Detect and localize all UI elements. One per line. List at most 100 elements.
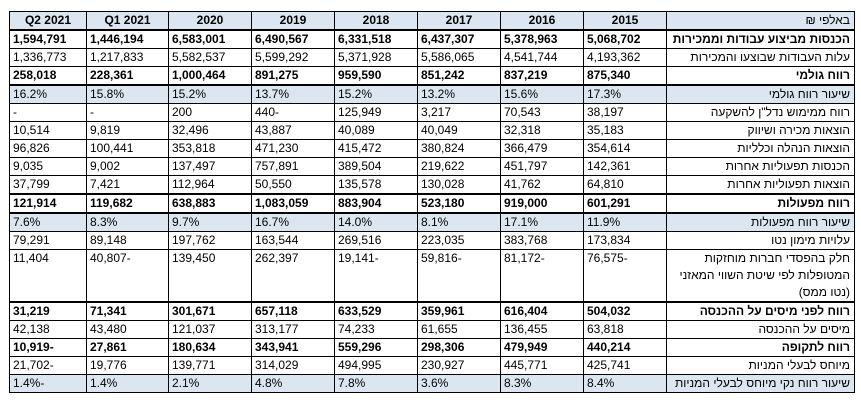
table-cell: 1,000,464 xyxy=(168,66,252,86)
row-label: רווח ממימוש נדל"ן להשקעה xyxy=(666,103,855,122)
table-cell: 919,000 xyxy=(500,193,584,214)
table-cell: 50,550 xyxy=(251,175,335,195)
row-label: הוצאות הנהלה וכלליות xyxy=(666,139,855,158)
table-cell: 200 xyxy=(168,103,252,122)
year-header: 2018 xyxy=(334,11,418,31)
table-row: מיוחס לבעלי המניות 425,741 445,771 230,927 4… xyxy=(9,356,855,375)
table-cell: 633,529 xyxy=(334,301,418,321)
row-label: רווח מפעולות xyxy=(666,193,855,214)
row-label: רווח גולמי xyxy=(666,66,855,86)
table-cell: 380,824 xyxy=(417,139,501,158)
table-cell: 64,810 xyxy=(583,175,667,195)
table-row: מיסים על ההכנסה 63,818 136,455 61,655 74,233… xyxy=(9,320,855,339)
row-label: הוצאות מכירה ושיווק xyxy=(666,121,855,140)
row-label: שיעור רווח מפעולות xyxy=(666,212,855,232)
table-row: עלות העבודות שבוצעו והמכירות 4,193,362 4,5… xyxy=(9,48,855,67)
table-row: רווח ממימוש נדל"ן להשקעה 38,197 70,543 3,21… xyxy=(9,103,855,122)
table-row: הוצאות הנהלה וכלליות 354,614 366,479 380,82… xyxy=(9,139,855,158)
table-cell: 1,336,773 xyxy=(9,48,87,67)
table-cell: 5,378,963 xyxy=(500,29,584,49)
table-cell: 494,995 xyxy=(334,356,418,375)
table-cell: 9,819 xyxy=(86,121,169,140)
table-cell: 119,682 xyxy=(86,193,169,214)
table-cell: 6,331,518 xyxy=(334,29,418,49)
table-cell: 366,479 xyxy=(500,139,584,158)
table-row: הוצאות מכירה ושיווק 35,183 32,318 40,049 40,… xyxy=(9,121,855,140)
table-cell: 6,437,307 xyxy=(417,29,501,49)
table-cell: 5,068,702 xyxy=(583,29,667,49)
table-cell: -21,702 xyxy=(9,356,87,375)
header-units-label: באלפי ₪ xyxy=(666,11,855,31)
table-cell: 10,514 xyxy=(9,121,87,140)
table-header-row: באלפי ₪ 2015 2016 2017 2018 2019 2020 Q1… xyxy=(9,11,855,31)
table-cell: 8.1% xyxy=(417,212,501,232)
table-cell: 343,941 xyxy=(251,338,335,357)
table-cell: 7,421 xyxy=(86,175,169,195)
table-cell: 96,826 xyxy=(9,139,87,158)
table-cell: 9,035 xyxy=(9,157,87,176)
table-cell: 1,594,791 xyxy=(9,29,87,49)
table-cell: 1,083,059 xyxy=(251,193,335,214)
row-label: רווח לפני מיסים על ההכנסה xyxy=(666,301,855,321)
table-cell: 15.6% xyxy=(500,84,584,104)
table-cell: 136,455 xyxy=(500,320,584,339)
row-label: עלויות מימון נטו xyxy=(666,231,855,250)
table-cell: 440,214 xyxy=(583,338,667,357)
table-cell: 89,148 xyxy=(86,231,169,250)
table-cell: 4,541,744 xyxy=(500,48,584,67)
table-cell: 70,543 xyxy=(500,103,584,122)
table-cell: 445,771 xyxy=(500,356,584,375)
table-cell: 223,035 xyxy=(417,231,501,250)
table-cell: 415,472 xyxy=(334,139,418,158)
table-cell: 17.3% xyxy=(583,84,667,104)
table-cell: 42,138 xyxy=(9,320,87,339)
table-cell: -59,816 xyxy=(417,249,501,303)
table-cell: 139,771 xyxy=(168,356,252,375)
table-cell: 180,634 xyxy=(168,338,252,357)
table-cell: 139,450 xyxy=(168,249,252,303)
table-cell: 875,340 xyxy=(583,66,667,86)
table-cell: 17.1% xyxy=(500,212,584,232)
table-cell: 298,306 xyxy=(417,338,501,357)
table-row: רווח לתקופה 440,214 479,949 298,306 559,296 3… xyxy=(9,338,855,357)
table-cell: 359,961 xyxy=(417,301,501,321)
table-cell: 230,927 xyxy=(417,356,501,375)
table-cell: 471,230 xyxy=(251,139,335,158)
table-cell: 883,904 xyxy=(334,193,418,214)
table-cell: 262,397 xyxy=(251,249,335,303)
table-cell: 9,002 xyxy=(86,157,169,176)
table-cell: 601,291 xyxy=(583,193,667,214)
year-header: Q1 2021 xyxy=(86,11,169,31)
table-row: רווח לפני מיסים על ההכנסה 504,032 616,404 3… xyxy=(9,301,855,321)
table-cell: 100,441 xyxy=(86,139,169,158)
table-cell: 35,183 xyxy=(583,121,667,140)
table-cell: 137,497 xyxy=(168,157,252,176)
table-cell: 5,582,537 xyxy=(168,48,252,67)
table-cell: 6,583,001 xyxy=(168,29,252,49)
table-cell: 4,193,362 xyxy=(583,48,667,67)
table-cell: 383,768 xyxy=(500,231,584,250)
table-cell: 7.6% xyxy=(9,212,87,232)
table-cell: 1,217,833 xyxy=(86,48,169,67)
table-cell: 638,883 xyxy=(168,193,252,214)
table-cell: 27,861 xyxy=(86,338,169,357)
table-cell: -40,807 xyxy=(86,249,169,303)
table-cell: - xyxy=(9,103,87,122)
row-label: הוצאות תפעוליות אחרות xyxy=(666,175,855,195)
table-cell: 173,834 xyxy=(583,231,667,250)
table-cell: 14.0% xyxy=(334,212,418,232)
row-label: מיסים על ההכנסה xyxy=(666,320,855,339)
table-cell: 16.7% xyxy=(251,212,335,232)
table-cell: 5,586,065 xyxy=(417,48,501,67)
table-cell: 121,914 xyxy=(9,193,87,214)
table-cell: 228,361 xyxy=(86,66,169,86)
year-header: 2017 xyxy=(417,11,501,31)
table-cell: 5,371,928 xyxy=(334,48,418,67)
year-header: 2016 xyxy=(500,11,584,31)
table-row: הכנסות מביצוע עבודות וממכירות 5,068,702 5,… xyxy=(9,29,855,49)
table-cell: 8.3% xyxy=(86,212,169,232)
year-header: 2019 xyxy=(251,11,335,31)
table-cell: 37,799 xyxy=(9,175,87,195)
table-cell: 13.7% xyxy=(251,84,335,104)
table-cell: 38,197 xyxy=(583,103,667,122)
